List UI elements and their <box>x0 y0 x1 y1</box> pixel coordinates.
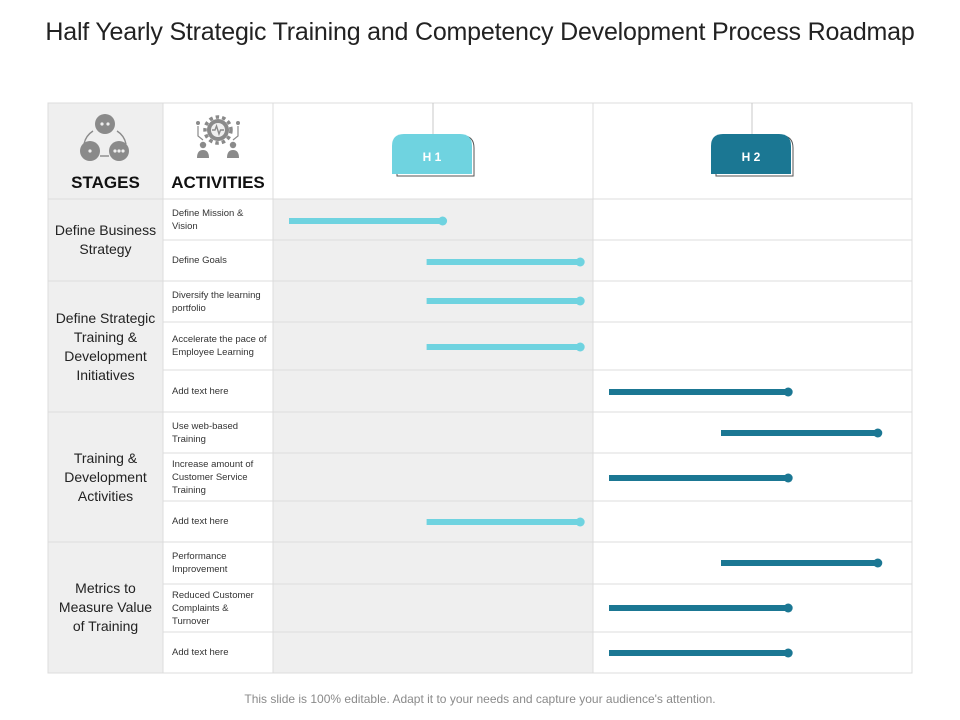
gantt-bar-end-dot <box>783 387 793 397</box>
h1-column-bg <box>273 199 593 673</box>
gantt-bar-end-dot <box>575 257 585 267</box>
gantt-bar-end-dot <box>575 296 585 306</box>
activity-cell: Define Goals <box>172 255 227 266</box>
gantt-bar-end-dot <box>575 342 585 352</box>
gantt-bar-end-dot <box>783 603 793 613</box>
activity-cell: Add text here <box>172 516 229 527</box>
activity-cell: Reduced Customer Complaints & Turnover <box>172 589 254 627</box>
stages-header: STAGES <box>71 173 140 192</box>
activity-cell: Add text here <box>172 385 229 397</box>
gantt-bar-end-dot <box>783 648 793 658</box>
activity-cell: Accelerate the pace of Employee Learning <box>172 334 267 358</box>
gantt-bar-end-dot <box>873 558 883 568</box>
activity-cell: Increase amount of Customer Service Trai… <box>172 458 254 496</box>
h1-tab: H 1 <box>392 134 475 177</box>
gantt-bars <box>289 216 883 658</box>
activity-cell: Add text here <box>172 647 229 658</box>
h2-label: H 2 <box>742 150 761 164</box>
stage-cell: Define Strategic Training & Development … <box>55 309 156 383</box>
activities-header: ACTIVITIES <box>171 173 265 192</box>
gear-people-icon <box>196 115 240 158</box>
gantt-bar-end-dot <box>438 216 448 226</box>
h1-label: H 1 <box>423 150 442 164</box>
activity-cell: Performance Improvement <box>172 551 228 575</box>
activity-cell: Diversify the learning portfolio <box>172 289 261 314</box>
team-cycle-icon <box>80 114 129 161</box>
stages-column-bg <box>48 199 163 673</box>
table-border <box>47 102 913 674</box>
h2-tab: H 2 <box>711 134 794 177</box>
activity-cell: Use web-based Training <box>172 420 239 445</box>
activity-cell: Define Mission & Vision <box>172 207 244 232</box>
page-title: Half Yearly Strategic Training and Compe… <box>45 18 915 46</box>
gantt-bar-end-dot <box>783 473 793 483</box>
gantt-bar-end-dot <box>873 428 883 438</box>
stage-cell: Metrics to Measure Value of Training <box>58 580 153 634</box>
stage-cell: Define Business Strategy <box>54 222 157 257</box>
gantt-bar-end-dot <box>575 517 585 527</box>
stage-cell: Training & Development Activities <box>64 449 147 504</box>
footer-note: This slide is 100% editable. Adapt it to… <box>244 692 716 706</box>
